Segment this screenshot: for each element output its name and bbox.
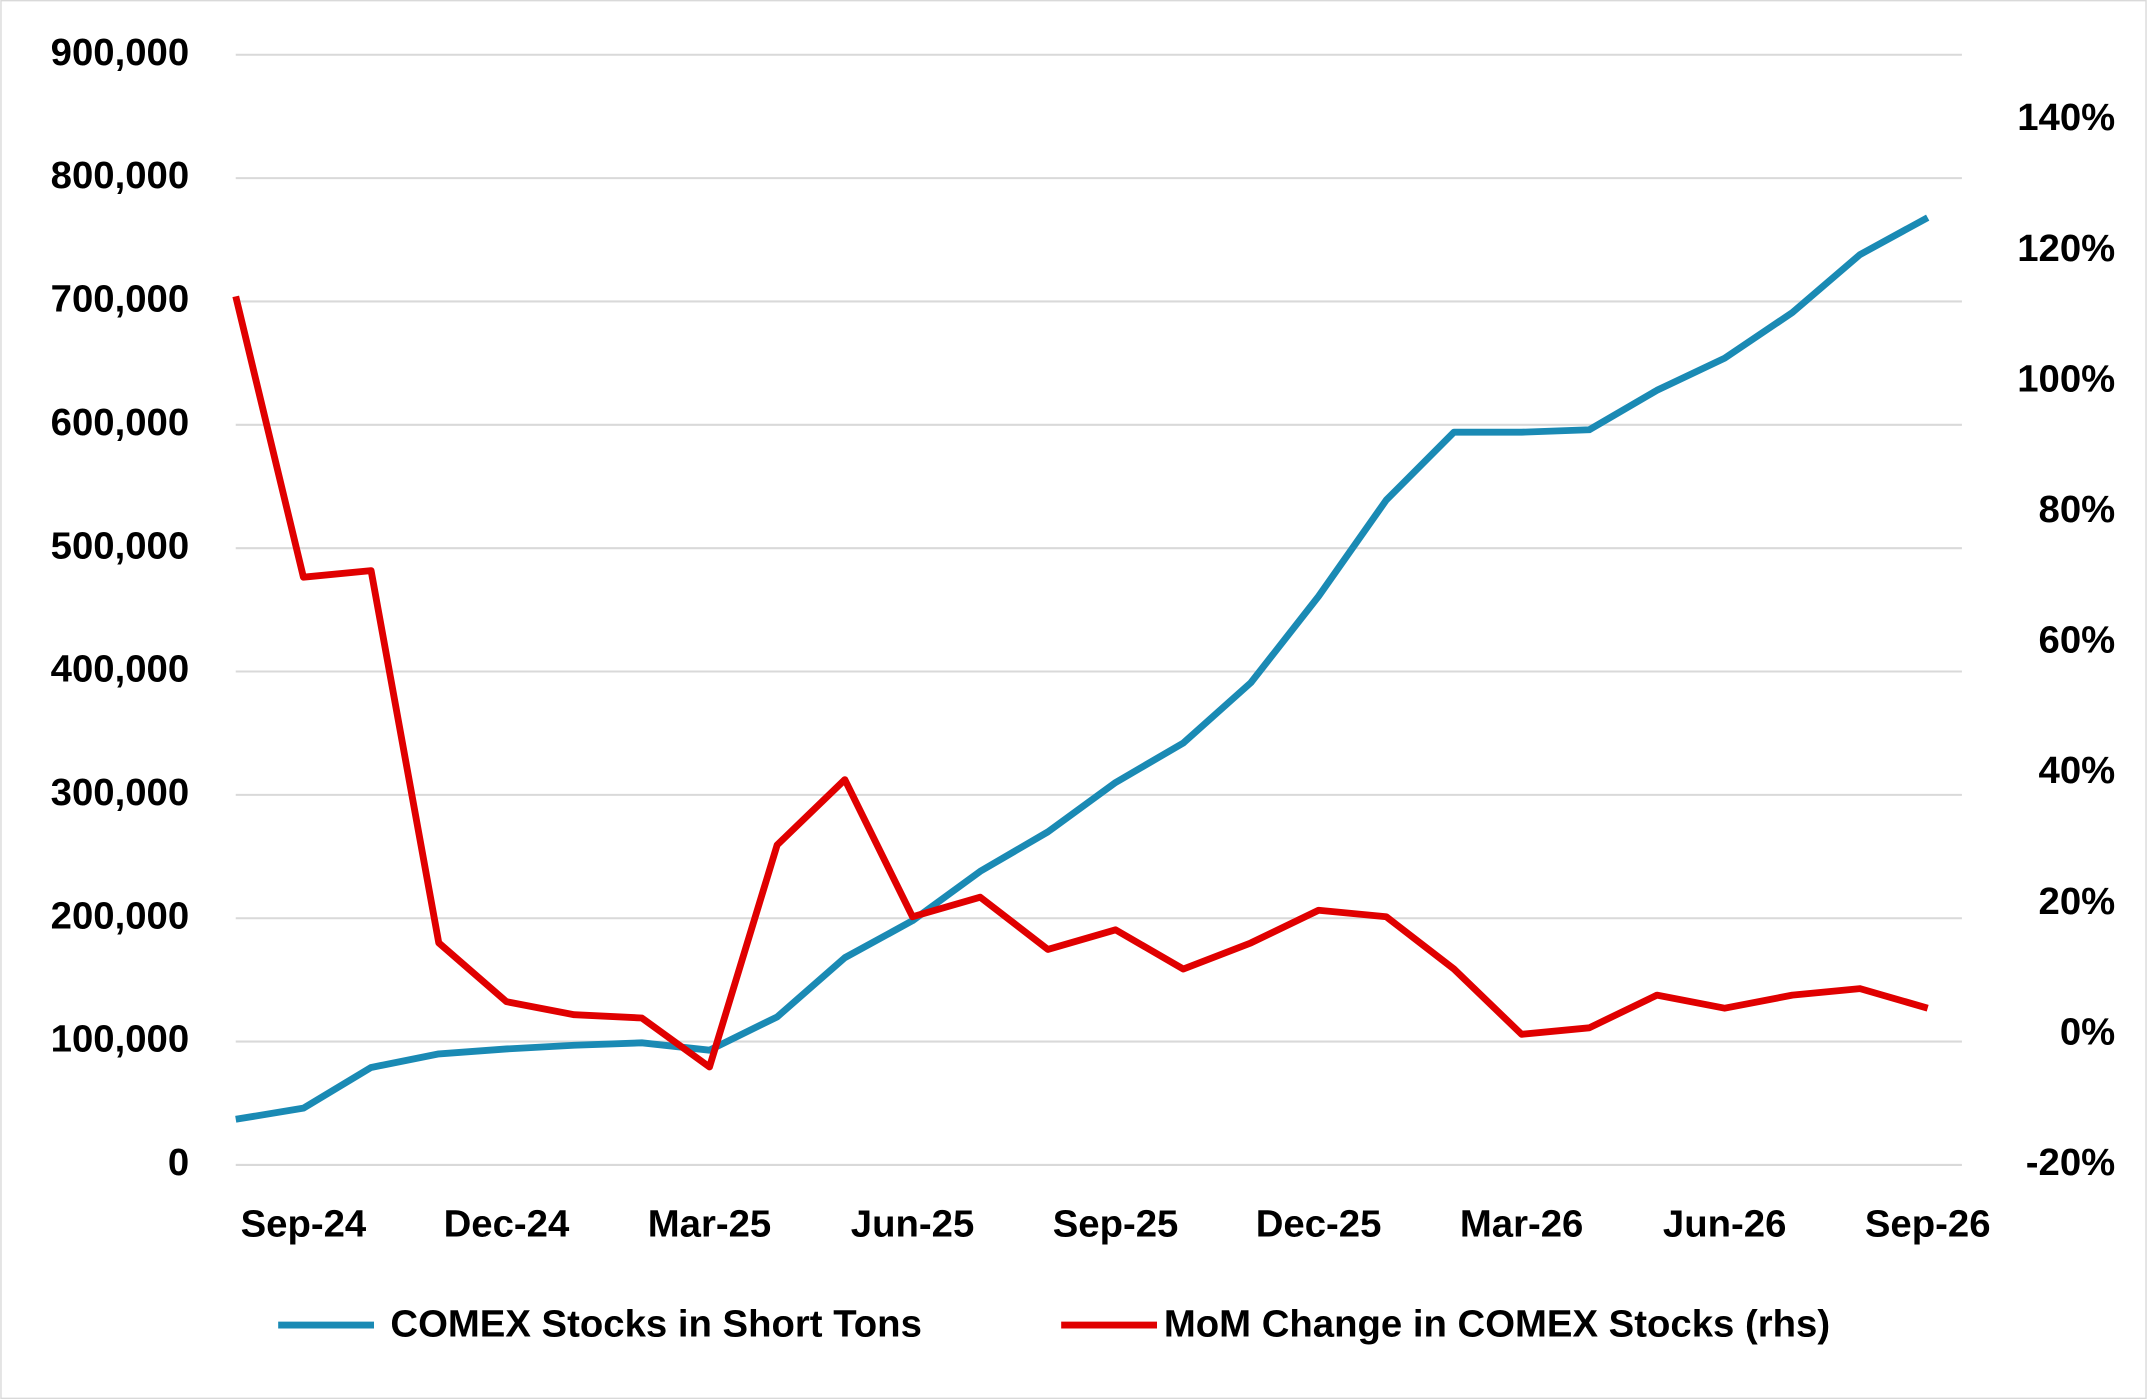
y-tick-label: 900,000 [51,31,190,74]
y-tick-label: 600,000 [51,401,190,444]
series-line [235,214,1930,1123]
x-tick-label: Jun-26 [1663,1203,1787,1246]
y-tick-label: 100,000 [51,1018,190,1061]
y-tick-label: 0 [168,1141,189,1184]
y-tick-label: 700,000 [51,278,190,321]
y2-tick-label: 80% [2039,488,2116,531]
legend-label: COMEX Stocks in Short Tons [390,1303,921,1346]
y-tick-label: 800,000 [51,154,190,197]
y2-tick-label: 140% [2017,96,2115,139]
series-line [232,295,1929,1071]
y2-tick-label: 100% [2017,357,2115,400]
y-tick-label: 500,000 [51,524,190,567]
x-tick-label: Dec-24 [444,1203,570,1246]
y-tick-label: 400,000 [51,648,190,691]
x-tick-label: Mar-26 [1460,1203,1584,1246]
y2-tick-label: -20% [2026,1141,2115,1184]
x-tick-label: Dec-25 [1256,1203,1382,1246]
y2-tick-label: 0% [2060,1010,2115,1053]
y2-tick-label: 40% [2039,749,2116,792]
y-tick-label: 300,000 [51,771,190,814]
x-tick-label: Sep-24 [241,1203,367,1246]
y2-tick-label: 20% [2039,880,2116,923]
y2-tick-label: 120% [2017,227,2115,270]
x-tick-label: Sep-25 [1053,1203,1179,1246]
x-tick-label: Jun-25 [851,1203,974,1246]
legend-label: MoM Change in COMEX Stocks (rhs) [1164,1303,1830,1346]
y-tick-label: 200,000 [51,894,190,937]
y2-tick-label: 60% [2039,619,2116,662]
x-tick-label: Sep-26 [1865,1203,1991,1246]
x-tick-label: Mar-25 [648,1203,772,1246]
